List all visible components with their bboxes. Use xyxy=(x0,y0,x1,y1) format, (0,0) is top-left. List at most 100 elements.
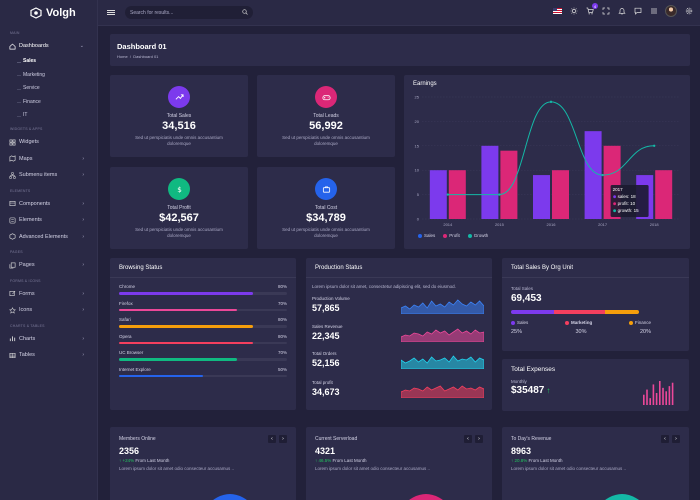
sidebar-item-advanced[interactable]: Advanced Elements › xyxy=(0,229,97,246)
browser-name: Firefox xyxy=(119,300,133,306)
chart-legend: Sales Profit Growth xyxy=(418,233,488,238)
next-button[interactable]: › xyxy=(672,435,680,443)
settings-icon[interactable] xyxy=(684,6,693,15)
home-icon xyxy=(9,43,16,50)
x-tick-label: 2015 xyxy=(495,222,505,227)
menu-toggle-icon[interactable] xyxy=(107,10,115,15)
sidebar-item-label: Icons xyxy=(19,307,33,314)
sidebar-item-widgets[interactable]: Widgets xyxy=(0,134,97,151)
prev-button[interactable]: ‹ xyxy=(661,435,669,443)
browser-name: UC Browser xyxy=(119,350,144,355)
card-description: Lorem ipsum dolor sit amet odio consecte… xyxy=(119,466,235,471)
sidebar-item-label: Pages xyxy=(19,262,35,269)
legend-item-sales[interactable]: Sales xyxy=(418,233,435,238)
progress-track xyxy=(119,292,287,295)
logo-icon xyxy=(30,7,42,19)
sidebar-item-elements[interactable]: Elements › xyxy=(0,212,97,229)
sidebar-item-label: Forms xyxy=(19,290,35,297)
sidebar-item-tables[interactable]: Tables › xyxy=(0,347,97,364)
search-input[interactable]: Search for results... xyxy=(125,6,253,19)
stat-description: Sed ut perspiciatis unde omnis accusanti… xyxy=(135,227,223,238)
chart-tooltip: 2017 sales: 18 profit: 10 growth: 15 xyxy=(610,185,649,217)
stat-value: $42,567 xyxy=(159,212,199,224)
edit-icon xyxy=(9,290,16,297)
progress-fill xyxy=(119,292,254,295)
production-item: Production Volume 57,865 xyxy=(312,296,350,313)
wave-chart xyxy=(605,494,639,500)
browser-name: Opera xyxy=(119,333,132,339)
prev-button[interactable]: ‹ xyxy=(268,435,276,443)
hexagon-icon xyxy=(9,233,16,240)
production-item: Total Orders 52,156 xyxy=(312,351,340,368)
avatar[interactable] xyxy=(665,4,677,17)
growth-point xyxy=(446,193,449,196)
breadcrumb-home[interactable]: Home xyxy=(117,54,128,59)
serverload-card: Current Serverload ‹ › 4321 ↑ 46.5% From … xyxy=(306,427,492,500)
sidebar-item-pages[interactable]: Pages › xyxy=(0,257,97,274)
sidebar-item-icons[interactable]: Icons › xyxy=(0,302,97,319)
tooltip-text: sales: 18 xyxy=(618,194,637,199)
breadcrumb: Home / Dashboard 01 xyxy=(117,54,683,59)
search-placeholder: Search for results... xyxy=(130,9,174,16)
sidebar-item-dashboards[interactable]: Dashboards ⌄ xyxy=(0,38,97,55)
org-segment-bar xyxy=(511,310,639,314)
browser-pct: 80% xyxy=(277,317,287,322)
stat-description: Sed ut perspiciatis unde omnis accusanti… xyxy=(282,135,370,146)
cart-icon[interactable]: 4 xyxy=(585,3,598,15)
stat-label: Total Profit xyxy=(167,205,191,211)
stat-label: Total Sales xyxy=(166,113,192,119)
list-icon[interactable] xyxy=(649,6,658,15)
tooltip-dot xyxy=(613,209,616,213)
growth-point xyxy=(601,173,604,177)
section-pages: PAGES xyxy=(10,250,23,254)
wave-chart xyxy=(213,494,247,500)
sidebar-item-maps[interactable]: Maps › xyxy=(0,151,97,168)
earnings-title: Earnings xyxy=(413,81,437,87)
next-button[interactable]: › xyxy=(279,435,287,443)
search-icon[interactable] xyxy=(242,8,248,17)
chevron-right-icon: › xyxy=(82,290,84,297)
sidebar-subitem-service[interactable]: Service xyxy=(0,82,97,96)
sidebar-item-forms[interactable]: Forms › xyxy=(0,286,97,303)
app-logo[interactable]: Volgh xyxy=(0,0,97,26)
browser-pct: 70% xyxy=(277,350,287,355)
trend-text: From Last Month xyxy=(135,458,170,463)
production-label: Total Orders xyxy=(312,351,337,356)
sidebar-item-components[interactable]: Components › xyxy=(0,196,97,213)
next-button[interactable]: › xyxy=(475,435,483,443)
theme-sun-icon[interactable] xyxy=(569,6,578,15)
chevron-right-icon: › xyxy=(82,217,84,224)
section-widgets: WIDGETS & APPS xyxy=(10,127,43,131)
card-title: Members Online xyxy=(119,436,156,442)
org-value: 69,453 xyxy=(511,293,542,304)
revenue-card: To Day's Revenue ‹ › 8963 ↑ 20.8% From La… xyxy=(502,427,689,500)
language-flag-icon[interactable] xyxy=(553,6,562,15)
sidebar-subitem-finance[interactable]: Finance xyxy=(0,95,97,109)
expense-bar xyxy=(655,393,658,405)
legend-item-growth[interactable]: Growth xyxy=(467,233,488,238)
bell-icon[interactable] xyxy=(617,6,626,15)
expenses-subtitle: Monthly xyxy=(511,379,527,384)
section-charts: CHARTS & TABLES xyxy=(10,323,45,328)
prev-button[interactable]: ‹ xyxy=(464,435,472,443)
org-title: Total Sales By Org Unit xyxy=(511,265,574,271)
fullscreen-icon[interactable] xyxy=(601,6,610,15)
sidebar-subitem-marketing[interactable]: Marketing xyxy=(0,68,97,82)
section-elements: ELEMENTS xyxy=(10,188,31,193)
sidebar-subitem-sales[interactable]: Sales xyxy=(0,55,97,69)
production-item: Total profit 34,673 xyxy=(312,380,340,397)
stat-description: Sed ut perspiciatis unde omnis accusanti… xyxy=(135,135,223,146)
sidebar-item-charts[interactable]: Charts › xyxy=(0,331,97,348)
stat-description: Sed ut perspiciatis unde omnis accusanti… xyxy=(282,227,370,238)
sidebar-item-label: Maps xyxy=(19,155,33,162)
briefcase-icon xyxy=(315,178,337,200)
org-legend: Sales Marketing Finance xyxy=(511,320,651,325)
message-icon[interactable] xyxy=(633,6,642,15)
browsing-status-card: Browsing Status Chrome 80% Firefox 70% Safar… xyxy=(110,258,296,410)
tooltip-dot xyxy=(613,195,616,199)
legend-item-profit[interactable]: Profit xyxy=(443,233,460,238)
sidebar-item-submenu[interactable]: Submenu items › xyxy=(0,167,97,184)
sidebar-subitem-it[interactable]: IT xyxy=(0,109,97,123)
production-value: 52,156 xyxy=(312,358,340,368)
map-icon xyxy=(9,155,16,162)
